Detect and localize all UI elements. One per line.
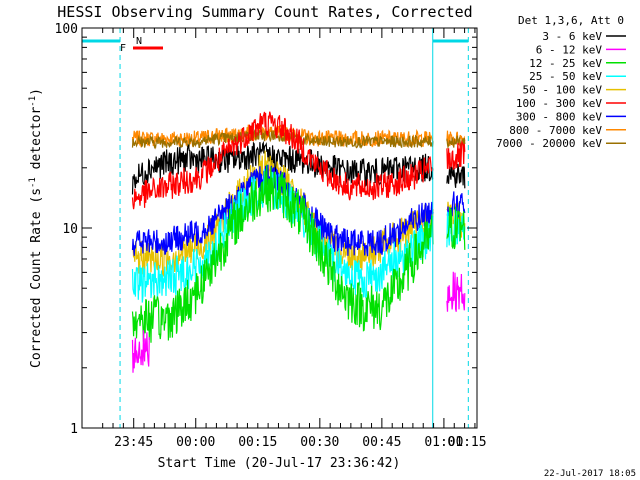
- x-tick-label: 00:45: [362, 435, 401, 450]
- y-tick-label: 1: [70, 422, 78, 437]
- series-line-0: [131, 140, 466, 195]
- y-axis-label: Corrected Count Rate (s-1 detector-1): [28, 88, 44, 368]
- legend-label: 300 - 800 keV: [516, 110, 602, 123]
- legend-title: Det 1,3,6, Att 0: [518, 14, 624, 27]
- flag-label-n: N: [136, 36, 142, 47]
- y-label-part1: Corrected Count Rate (s: [29, 188, 44, 368]
- x-tick-label: 00:30: [300, 435, 339, 450]
- chart-title: HESSI Observing Summary Count Rates, Cor…: [57, 3, 472, 21]
- flag-label-f: F: [120, 43, 126, 54]
- y-tick-label: 10: [62, 222, 78, 237]
- legend-label: 25 - 50 keV: [529, 70, 602, 83]
- series-line-1: [131, 271, 466, 373]
- y-tick-label: 100: [55, 22, 78, 37]
- y-label-part3: ): [29, 88, 44, 96]
- y-label-sup1: -1: [28, 177, 38, 188]
- legend-label: 100 - 300 keV: [516, 97, 602, 110]
- legend-label: 800 - 7000 keV: [509, 124, 602, 137]
- y-label-part2: detector: [29, 107, 44, 178]
- x-tick-label: 01:00: [424, 435, 463, 450]
- x-tick-label: 00:15: [238, 435, 277, 450]
- x-axis-label: Start Time (20-Jul-17 23:36:42): [158, 456, 401, 471]
- legend-label: 50 - 100 keV: [523, 84, 603, 97]
- series-line-5: [131, 111, 466, 210]
- x-tick-label: 00:00: [176, 435, 215, 450]
- legend-label: 12 - 25 keV: [529, 57, 602, 70]
- legend-label: 7000 - 20000 keV: [496, 137, 602, 150]
- legend-label: 6 - 12 keV: [536, 43, 603, 56]
- series-line-2: [131, 164, 466, 343]
- x-tick-label: 01:15: [447, 435, 486, 450]
- footer-date: 22-Jul-2017 18:05: [544, 469, 636, 479]
- x-tick-label: 23:45: [114, 435, 153, 450]
- legend-label: 3 - 6 keV: [542, 30, 602, 43]
- y-label-sup2: -1: [28, 96, 38, 107]
